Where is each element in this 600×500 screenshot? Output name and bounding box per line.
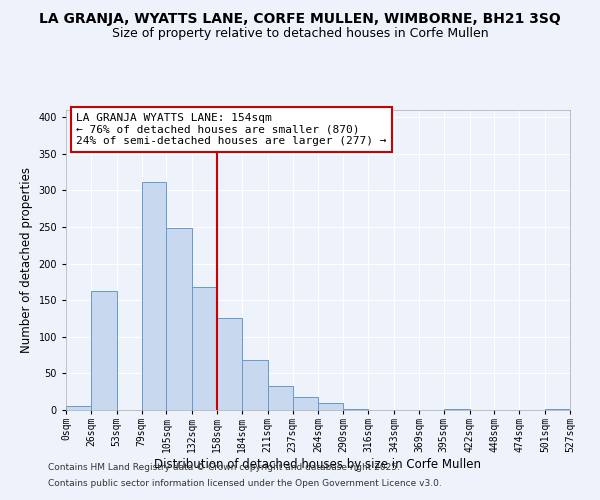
Bar bbox=[268, 386, 293, 410]
Bar bbox=[319, 404, 343, 410]
Bar bbox=[242, 360, 268, 410]
Bar bbox=[166, 228, 192, 410]
Bar bbox=[66, 406, 91, 410]
Text: Contains public sector information licensed under the Open Government Licence v3: Contains public sector information licen… bbox=[48, 478, 442, 488]
Text: Contains HM Land Registry data © Crown copyright and database right 2025.: Contains HM Land Registry data © Crown c… bbox=[48, 464, 400, 472]
X-axis label: Distribution of detached houses by size in Corfe Mullen: Distribution of detached houses by size … bbox=[155, 458, 482, 471]
Y-axis label: Number of detached properties: Number of detached properties bbox=[20, 167, 33, 353]
Text: LA GRANJA WYATTS LANE: 154sqm
← 76% of detached houses are smaller (870)
24% of : LA GRANJA WYATTS LANE: 154sqm ← 76% of d… bbox=[76, 113, 386, 146]
Bar bbox=[293, 397, 319, 410]
Bar bbox=[91, 290, 116, 410]
Bar bbox=[142, 182, 166, 410]
Text: LA GRANJA, WYATTS LANE, CORFE MULLEN, WIMBORNE, BH21 3SQ: LA GRANJA, WYATTS LANE, CORFE MULLEN, WI… bbox=[39, 12, 561, 26]
Bar bbox=[217, 318, 242, 410]
Text: Size of property relative to detached houses in Corfe Mullen: Size of property relative to detached ho… bbox=[112, 28, 488, 40]
Bar bbox=[192, 287, 217, 410]
